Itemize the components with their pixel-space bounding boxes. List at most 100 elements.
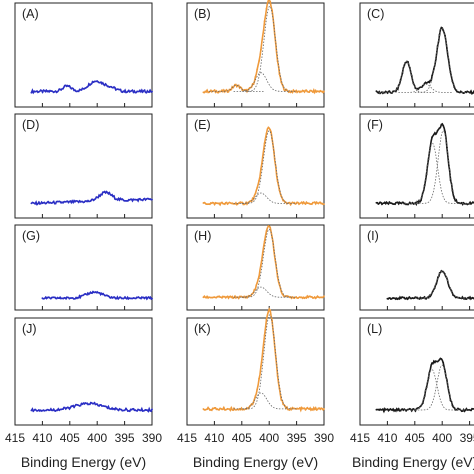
data-point — [130, 408, 133, 411]
data-point — [260, 264, 262, 266]
data-point — [211, 296, 214, 299]
data-point — [45, 409, 48, 412]
data-point — [313, 201, 316, 204]
data-point — [315, 296, 318, 299]
data-point — [39, 409, 42, 412]
data-point — [204, 90, 207, 93]
data-point — [323, 408, 325, 410]
data-point — [472, 408, 474, 410]
data-point — [446, 146, 448, 149]
data-point — [421, 297, 424, 300]
data-point — [39, 202, 42, 205]
data-point — [300, 201, 303, 204]
data-point — [228, 408, 231, 410]
data-point — [144, 296, 147, 299]
data-point — [222, 406, 225, 409]
data-point — [138, 198, 140, 200]
data-point — [121, 409, 124, 412]
data-point — [208, 91, 210, 94]
panel-frame — [359, 113, 474, 219]
data-point — [394, 409, 396, 411]
panel-label: (A) — [22, 7, 39, 21]
data-point — [63, 84, 66, 87]
data-point — [323, 295, 325, 298]
data-point — [108, 86, 111, 88]
data-point — [406, 298, 409, 300]
data-point — [254, 76, 257, 78]
data-point — [408, 66, 411, 69]
data-point — [69, 200, 72, 203]
data-point — [302, 296, 305, 299]
data-point — [43, 409, 46, 412]
data-point — [115, 408, 118, 410]
data-point — [112, 296, 115, 299]
panel-l: (L) — [359, 317, 474, 426]
data-point — [470, 409, 472, 412]
data-point — [440, 26, 443, 29]
data-point — [117, 88, 120, 91]
data-point — [310, 409, 312, 411]
data-point — [213, 203, 216, 206]
data-point — [36, 410, 38, 412]
data-point — [128, 90, 131, 93]
data-point — [60, 297, 62, 300]
data-point — [263, 20, 266, 22]
data-point — [237, 297, 240, 300]
panel-i: (I) — [359, 224, 474, 311]
data-point — [420, 199, 422, 202]
data-point — [256, 186, 259, 189]
data-point — [289, 203, 292, 206]
data-point — [219, 203, 222, 206]
data-point — [286, 295, 288, 297]
data-point — [401, 408, 404, 410]
data-point — [408, 296, 411, 298]
data-point — [405, 297, 407, 300]
data-point — [213, 89, 216, 92]
data-point — [93, 80, 96, 83]
data-point — [239, 201, 242, 204]
data-point — [128, 199, 131, 201]
data-point — [141, 91, 144, 93]
data-point — [440, 358, 443, 360]
data-point — [310, 203, 312, 205]
data-point — [78, 200, 81, 202]
data-point — [86, 402, 88, 405]
data-point — [442, 124, 445, 127]
data-point — [88, 83, 90, 85]
data-point — [282, 403, 285, 406]
data-point — [405, 61, 407, 64]
data-point — [226, 407, 229, 410]
data-point — [465, 298, 468, 300]
data-point — [379, 201, 381, 204]
data-point — [115, 198, 118, 201]
data-point — [142, 296, 145, 299]
data-point — [60, 201, 62, 204]
data-point — [47, 408, 49, 411]
data-point — [413, 297, 416, 299]
data-point — [453, 197, 456, 200]
data-point — [230, 406, 233, 409]
data-point — [219, 296, 222, 298]
data-point — [393, 297, 395, 300]
data-point — [50, 202, 53, 205]
data-point — [447, 164, 450, 166]
data-point — [399, 202, 402, 205]
data-point — [308, 202, 311, 205]
data-point — [73, 297, 76, 300]
data-point — [297, 201, 299, 204]
data-point — [265, 7, 268, 10]
data-point — [295, 89, 298, 92]
data-point — [462, 92, 465, 94]
data-point — [260, 365, 262, 368]
data-point — [384, 202, 387, 205]
spectrum-line — [376, 122, 474, 207]
panel-label: (L) — [367, 322, 382, 336]
data-point — [386, 92, 389, 94]
x-tick-label: 405 — [232, 431, 252, 445]
data-point — [379, 408, 381, 411]
data-point — [308, 408, 311, 410]
data-point — [75, 403, 77, 406]
data-point — [258, 179, 260, 182]
fit-component-1 — [414, 270, 470, 299]
data-point — [149, 409, 152, 412]
